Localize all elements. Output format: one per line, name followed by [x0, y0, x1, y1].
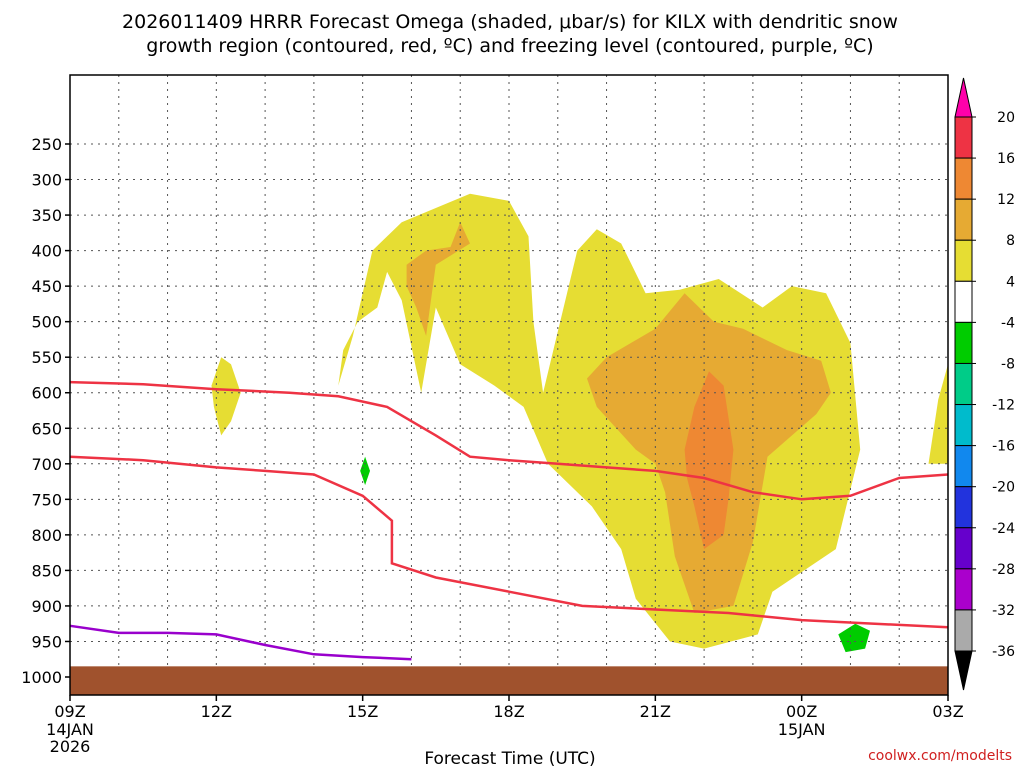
colorbar-label-1: 16	[997, 151, 1015, 167]
colorbar-label-11: -28	[992, 562, 1015, 578]
y-axis: 250 300 350 400 450 500 550 600 650 700 750 800 850 9…	[21, 135, 70, 687]
colorbar-label-4: 4	[1006, 274, 1015, 290]
colorbar-label-0: 20	[997, 110, 1015, 126]
colorbar-label-8: -16	[992, 439, 1015, 455]
colorbar-box-12	[954, 609, 973, 652]
y-tick-label-10: 750	[31, 490, 62, 509]
credit-text: coolwx.com/modelts	[868, 748, 1012, 764]
y-tick-label-1: 300	[31, 171, 62, 190]
colorbar-box-1	[954, 157, 973, 200]
chart-title-line-1: 2026011409 HRRR Forecast Omega (shaded, …	[122, 11, 898, 33]
freezing-level-contour-0	[69, 624, 412, 661]
colorbar-label-12: -32	[992, 603, 1015, 619]
contours	[69, 380, 949, 661]
colorbar-box-2	[954, 198, 973, 241]
y-tick-label-5: 500	[31, 313, 62, 332]
x-tick-sublabel-5-0: 15JAN	[778, 720, 826, 739]
colorbar-label-2: 12	[997, 192, 1015, 208]
colorbar-box-4	[954, 280, 973, 323]
y-tick-label-15: 1000	[21, 668, 62, 687]
colorbar-box-11	[954, 568, 973, 611]
x-tick-label-0: 09Z	[54, 702, 85, 721]
y-tick-label-14: 950	[31, 632, 62, 651]
colorbar-label-9: -20	[992, 480, 1015, 496]
y-tick-label-7: 600	[31, 384, 62, 403]
omega-region-1	[211, 357, 241, 436]
omega-region-6	[360, 456, 370, 486]
colorbar-box-9	[954, 486, 973, 529]
y-tick-label-11: 800	[31, 526, 62, 545]
x-tick-label-4: 21Z	[640, 702, 671, 721]
colorbar-box-3	[954, 239, 973, 282]
colorbar-box-8	[954, 445, 973, 488]
colorbar-arrow-top	[954, 77, 973, 118]
terrain-surface	[70, 666, 948, 695]
omega-region-2	[928, 364, 948, 464]
colorbar-label-6: -8	[1001, 356, 1015, 372]
chart-title-line-2: growth region (contoured, red, ºC) and f…	[146, 35, 873, 57]
dgz-contour-1	[69, 455, 949, 629]
x-tick-sublabel-0-0: 14JAN	[46, 720, 94, 739]
colorbar-label-13: -36	[992, 644, 1015, 660]
colorbar: 20 16 12 8 4 -4 -8 -12 -16 -20 -24 -28 -32 -36	[954, 77, 1015, 691]
colorbar-box-6	[954, 362, 973, 406]
omega-region-3	[406, 222, 470, 336]
omega-region-7	[838, 623, 870, 653]
x-tick-label-2: 15Z	[347, 702, 378, 721]
x-tick-sublabel-0-1: 2026	[50, 737, 91, 756]
y-tick-label-4: 450	[31, 277, 62, 296]
y-tick-label-2: 350	[31, 206, 62, 225]
x-tick-label-5: 00Z	[786, 702, 817, 721]
colorbar-label-7: -12	[992, 398, 1015, 414]
dgz-contour-0	[69, 380, 949, 501]
colorbar-box-7	[954, 404, 973, 447]
y-tick-label-12: 850	[31, 561, 62, 580]
x-tick-label-6: 03Z	[932, 702, 963, 721]
omega-region-5	[684, 371, 734, 550]
y-tick-label-0: 250	[31, 135, 62, 154]
x-axis-label: Forecast Time (UTC)	[424, 749, 595, 768]
colorbar-arrow-bottom	[954, 650, 973, 691]
colorbar-label-10: -24	[992, 521, 1015, 537]
y-tick-label-8: 650	[31, 419, 62, 438]
y-tick-label-13: 900	[31, 597, 62, 616]
y-tick-label-3: 400	[31, 242, 62, 261]
y-tick-label-9: 700	[31, 455, 62, 474]
colorbar-box-5	[954, 321, 973, 364]
grid	[70, 75, 948, 695]
terrain-layer	[70, 666, 948, 695]
x-tick-label-3: 18Z	[493, 702, 524, 721]
colorbar-label-3: 8	[1006, 233, 1015, 249]
y-tick-label-6: 550	[31, 348, 62, 367]
x-tick-label-1: 12Z	[201, 702, 232, 721]
colorbar-box-0	[954, 116, 973, 159]
colorbar-label-5: -4	[1001, 315, 1015, 331]
colorbar-box-10	[954, 527, 973, 570]
